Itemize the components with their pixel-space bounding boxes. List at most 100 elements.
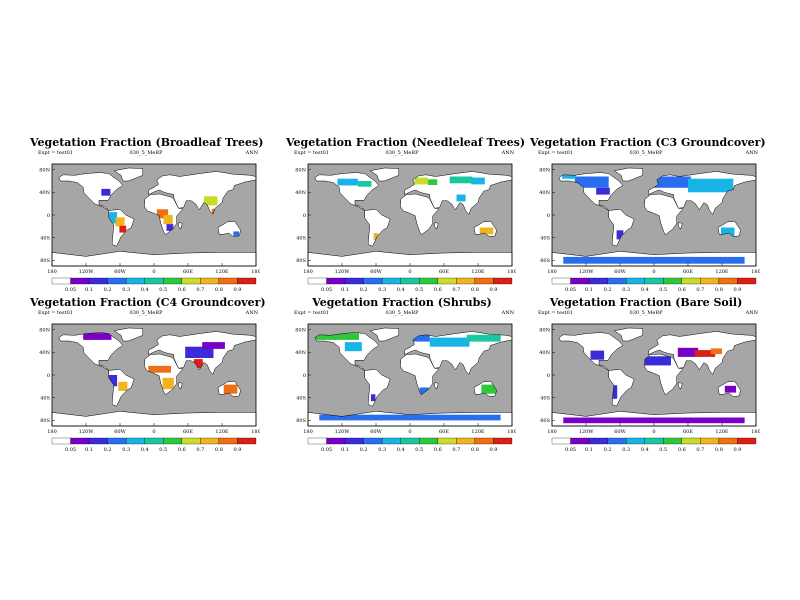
- colorbar-label: 0.4: [641, 287, 649, 293]
- colorbar-swatch: [493, 277, 513, 285]
- vegetation-patch: [596, 187, 610, 195]
- lon-tick-label: 60W: [614, 269, 626, 275]
- coastline-south-america: [364, 209, 391, 247]
- colorbar-label: 0.05: [565, 447, 576, 453]
- land-africa: [400, 194, 439, 235]
- colorbar-swatch: [456, 437, 476, 445]
- coastline-madagascar: [178, 222, 183, 230]
- colorbar-label: 0.9: [733, 447, 741, 453]
- lon-tick-label: 60W: [614, 429, 626, 435]
- lon-tick-label: 180: [751, 269, 760, 275]
- panel-title: Vegetation Fraction (Shrubs): [312, 296, 492, 309]
- colorbar-label: 0.8: [715, 287, 723, 293]
- colorbar-label: 0.3: [622, 447, 630, 453]
- colorbar-label: 0.8: [715, 447, 723, 453]
- coastline-south-america: [364, 369, 391, 407]
- vegetation-patch: [337, 178, 358, 186]
- colorbar-swatch: [88, 277, 108, 285]
- colorbar-label: 0.7: [696, 287, 704, 293]
- lon-tick-label: 180: [47, 269, 57, 275]
- coastline-eurasia: [647, 331, 757, 375]
- vegetation-patch: [105, 375, 118, 387]
- vegetation-patch: [185, 346, 214, 358]
- model-label: 030_5_MeRP: [129, 150, 163, 156]
- colorbar-label: 0.8: [471, 287, 479, 293]
- land-greenland: [614, 328, 643, 341]
- colorbar-swatch: [607, 277, 627, 285]
- colorbar-label: 0.2: [360, 447, 368, 453]
- lat-tick-label: 80S: [40, 418, 50, 424]
- vegetation-patch: [574, 176, 609, 188]
- vegetation-map-bare-soil: 80N 40N 0 40S 80S 180 120W 60W 0 60E 120E 180 0.05 0.…: [539, 323, 760, 453]
- vegetation-patch: [119, 225, 127, 233]
- lon-tick-label: 120W: [579, 429, 595, 435]
- lat-tick-label: 40N: [539, 190, 550, 196]
- colorbar-swatch: [718, 437, 738, 445]
- colorbar-label: 0.2: [604, 447, 612, 453]
- colorbar-label: 0.9: [489, 447, 497, 453]
- coastline-eurasia: [403, 331, 513, 375]
- colorbar-swatch: [382, 277, 401, 285]
- panel-title: Vegetation Fraction (Bare Soil): [549, 296, 743, 309]
- vegetation-patch: [694, 350, 716, 357]
- colorbar-swatch: [126, 277, 145, 285]
- lat-tick-label: 80N: [39, 167, 50, 173]
- lat-tick-label: 40N: [39, 190, 50, 196]
- colorbar-label: 0.3: [378, 447, 386, 453]
- vegetation-map-needleleaf: 80N 40N 0 40S 80S 180 120W 60W 0 60E 120E 180 0.05 0.…: [295, 163, 516, 293]
- land-greenland: [370, 328, 399, 341]
- vegetation-patch: [616, 230, 624, 240]
- vegetation-patch: [148, 365, 171, 373]
- colorbar-swatch: [644, 277, 664, 285]
- land-africa: [400, 354, 439, 395]
- vegetation-patch: [344, 342, 362, 352]
- lon-tick-label: 0: [152, 429, 155, 435]
- lat-tick-label: 0: [303, 373, 306, 379]
- experiment-label: Expt = test01: [38, 310, 73, 316]
- season-label: ANN: [501, 310, 514, 316]
- colorbar-swatch: [363, 277, 383, 285]
- colorbar-swatch: [382, 437, 401, 445]
- lat-tick-label: 40N: [295, 350, 306, 356]
- coastline-eurasia: [647, 171, 757, 215]
- vegetation-patch: [313, 333, 359, 340]
- vegetation-patch: [105, 212, 118, 224]
- lat-tick-label: 80S: [40, 258, 50, 264]
- colorbar-swatch: [456, 277, 476, 285]
- vegetation-patch: [203, 196, 218, 206]
- vegetation-patch: [724, 385, 737, 393]
- lon-tick-label: 120E: [471, 429, 485, 435]
- colorbar-label: 0.5: [659, 287, 667, 293]
- colorbar-swatch: [626, 277, 645, 285]
- colorbar-label: 0.7: [452, 447, 460, 453]
- lat-tick-label: 0: [47, 373, 50, 379]
- colorbar-label: 0.1: [85, 447, 93, 453]
- vegetation-patch: [118, 381, 128, 391]
- lon-tick-label: 120W: [335, 429, 351, 435]
- vegetation-patch: [562, 174, 576, 179]
- colorbar-label: 0.1: [585, 287, 593, 293]
- lat-tick-label: 40N: [39, 350, 50, 356]
- colorbar-swatch: [218, 437, 238, 445]
- colorbar-label: 0.5: [415, 447, 423, 453]
- colorbar-swatch: [663, 437, 682, 445]
- lon-tick-label: 120E: [715, 429, 729, 435]
- colorbar-label: 0.05: [565, 287, 576, 293]
- colorbar-swatch: [181, 437, 201, 445]
- colorbar-label: 0.1: [85, 287, 93, 293]
- lon-tick-label: 60W: [114, 429, 126, 435]
- colorbar-label: 0.05: [65, 287, 76, 293]
- lat-tick-label: 80S: [296, 418, 306, 424]
- land-antarctica: [52, 251, 256, 266]
- colorbar-swatch: [237, 437, 257, 445]
- lon-tick-label: 120E: [215, 269, 229, 275]
- colorbar-swatch: [326, 277, 346, 285]
- colorbar-swatch: [88, 437, 108, 445]
- vegetation-patch: [688, 178, 734, 193]
- lon-tick-label: 0: [408, 429, 411, 435]
- season-label: ANN: [501, 150, 514, 156]
- vegetation-patch: [429, 337, 470, 347]
- colorbar-swatch: [551, 437, 571, 445]
- colorbar-swatch: [437, 277, 457, 285]
- vegetation-patch: [156, 209, 169, 219]
